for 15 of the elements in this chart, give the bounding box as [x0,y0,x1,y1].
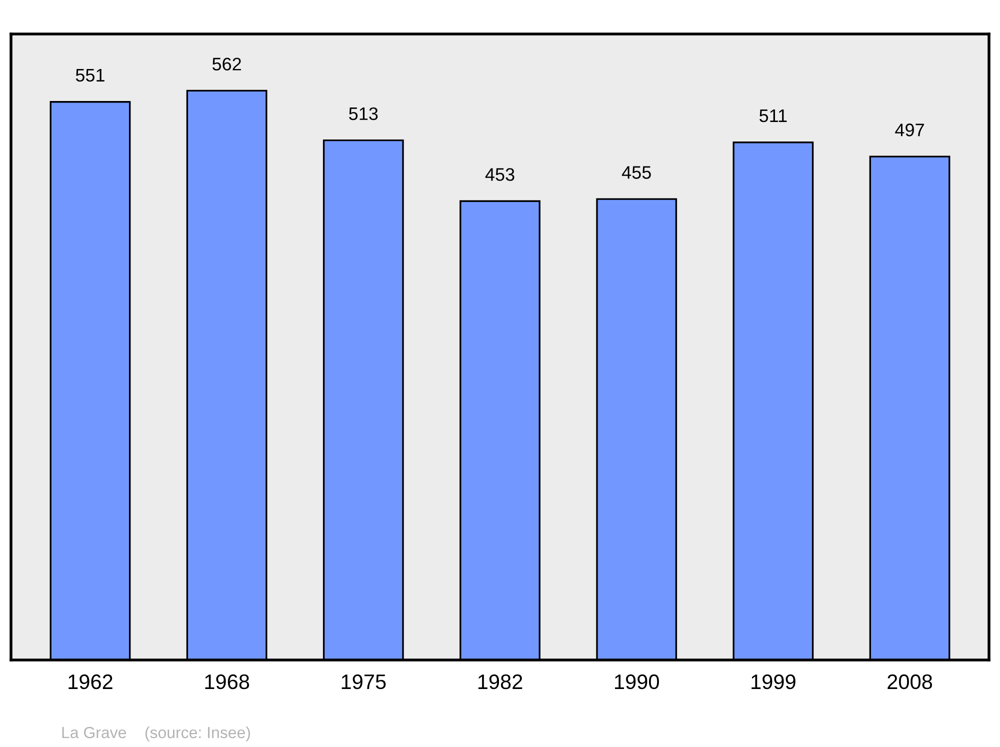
data-label: 453 [485,168,514,181]
x-tick-label: 1975 [342,674,386,690]
data-label: 455 [622,166,651,179]
data-label: 562 [212,58,241,70]
x-tick-label: 1968 [205,674,250,690]
x-tick-label: 1999 [752,674,796,690]
x-tick-label: 1962 [68,674,112,690]
data-label: 551 [76,69,104,82]
text: La Grave (source: Insee) [62,726,250,742]
data-label: 513 [349,107,378,120]
data-label: 497 [895,124,924,136]
x-tick-label: 2008 [888,674,932,690]
x-tick-label: 1982 [478,674,522,690]
x-tick-label: 1990 [615,674,659,690]
data-label: 511 [760,110,787,122]
